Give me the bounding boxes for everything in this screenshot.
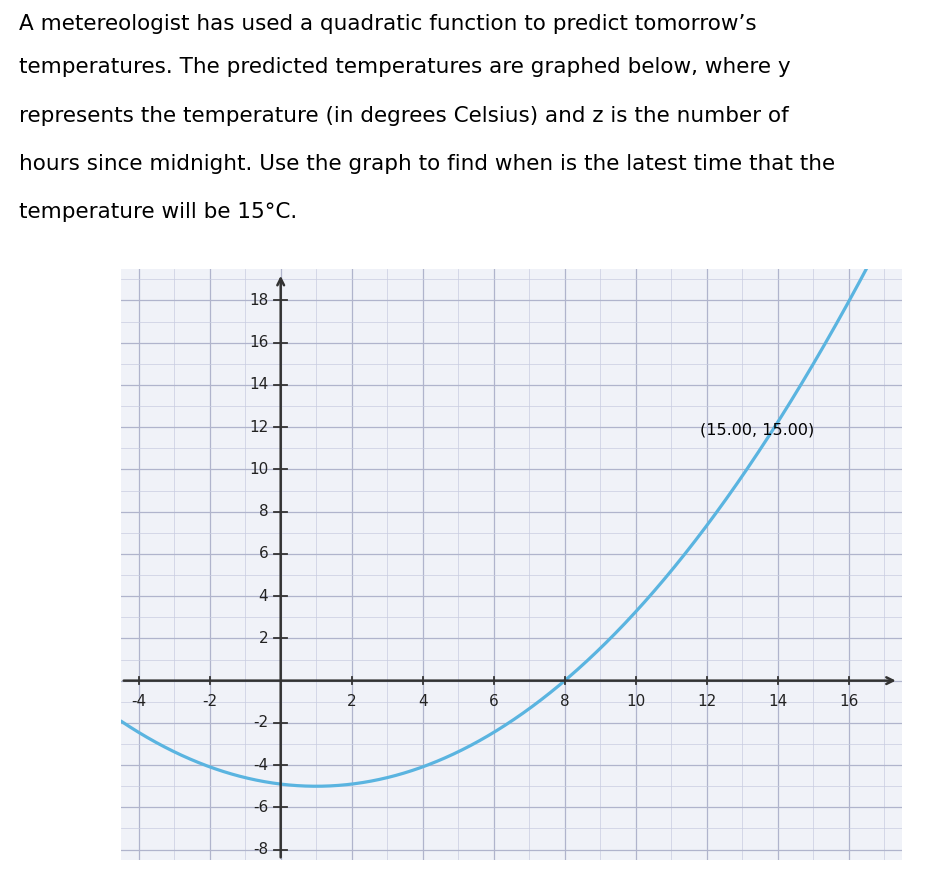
Text: 14: 14 [768,694,788,710]
Text: temperatures. The predicted temperatures are graphed below, where y: temperatures. The predicted temperatures… [19,57,790,77]
Text: temperature will be 15°C.: temperature will be 15°C. [19,202,297,222]
Text: 14: 14 [249,377,268,392]
Text: -4: -4 [131,694,146,710]
Text: -6: -6 [253,800,268,814]
Text: 6: 6 [489,694,498,710]
Text: 12: 12 [249,419,268,435]
Text: represents the temperature (in degrees Celsius) and z is the number of: represents the temperature (in degrees C… [19,106,789,125]
Text: 18: 18 [249,293,268,308]
Text: A metereologist has used a quadratic function to predict tomorrow’s: A metereologist has used a quadratic fun… [19,13,756,34]
Text: 2: 2 [259,631,268,646]
Text: 4: 4 [418,694,428,710]
Text: 4: 4 [259,589,268,604]
Text: 10: 10 [626,694,645,710]
Text: (15.00, 15.00): (15.00, 15.00) [699,423,814,438]
Text: -2: -2 [202,694,218,710]
Text: -2: -2 [253,715,268,730]
Text: 12: 12 [698,694,716,710]
Text: -8: -8 [253,842,268,857]
Text: -4: -4 [253,758,268,772]
Text: 16: 16 [249,335,268,350]
Text: 6: 6 [259,547,268,562]
Text: 10: 10 [249,462,268,477]
Text: 8: 8 [259,504,268,519]
Text: hours since midnight. Use the graph to find when is the latest time that the: hours since midnight. Use the graph to f… [19,154,835,174]
Text: 8: 8 [560,694,569,710]
Text: 16: 16 [839,694,858,710]
Text: 2: 2 [347,694,356,710]
